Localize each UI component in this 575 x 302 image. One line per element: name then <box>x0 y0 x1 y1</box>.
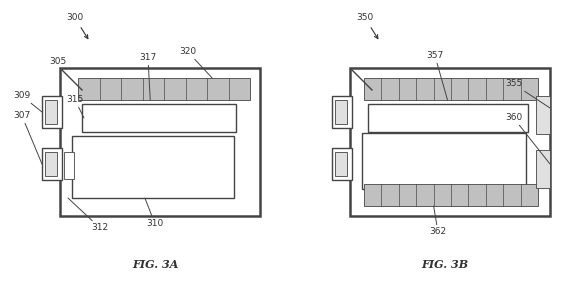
Bar <box>335 152 347 176</box>
Text: 360: 360 <box>505 114 550 164</box>
Bar <box>364 78 538 100</box>
Text: 320: 320 <box>179 47 212 78</box>
Bar <box>45 152 57 176</box>
Text: 317: 317 <box>139 53 156 100</box>
Text: 355: 355 <box>505 79 550 108</box>
Bar <box>76 140 238 202</box>
Text: 350: 350 <box>356 14 378 39</box>
Text: FIG. 3A: FIG. 3A <box>132 259 178 271</box>
Bar <box>368 104 528 132</box>
Bar <box>42 96 62 128</box>
Bar <box>364 184 538 206</box>
Text: 300: 300 <box>66 14 88 39</box>
Text: 357: 357 <box>427 52 447 100</box>
Text: 312: 312 <box>68 198 109 233</box>
Text: 310: 310 <box>145 198 164 229</box>
Text: 315: 315 <box>66 95 84 118</box>
Bar <box>78 78 250 100</box>
Bar <box>362 133 526 189</box>
Bar <box>60 68 260 216</box>
Bar <box>82 104 236 132</box>
Text: 307: 307 <box>13 111 42 164</box>
Text: 309: 309 <box>13 92 42 112</box>
Bar <box>335 100 347 124</box>
Bar <box>536 150 550 188</box>
Text: 362: 362 <box>430 206 447 236</box>
Bar <box>42 148 62 180</box>
Bar <box>536 96 550 134</box>
Bar <box>332 96 352 128</box>
Text: FIG. 3B: FIG. 3B <box>421 259 469 271</box>
Bar <box>45 100 57 124</box>
Text: 305: 305 <box>49 57 67 70</box>
Bar <box>332 148 352 180</box>
Bar <box>350 68 550 216</box>
Bar <box>64 152 74 179</box>
Bar <box>72 136 234 198</box>
